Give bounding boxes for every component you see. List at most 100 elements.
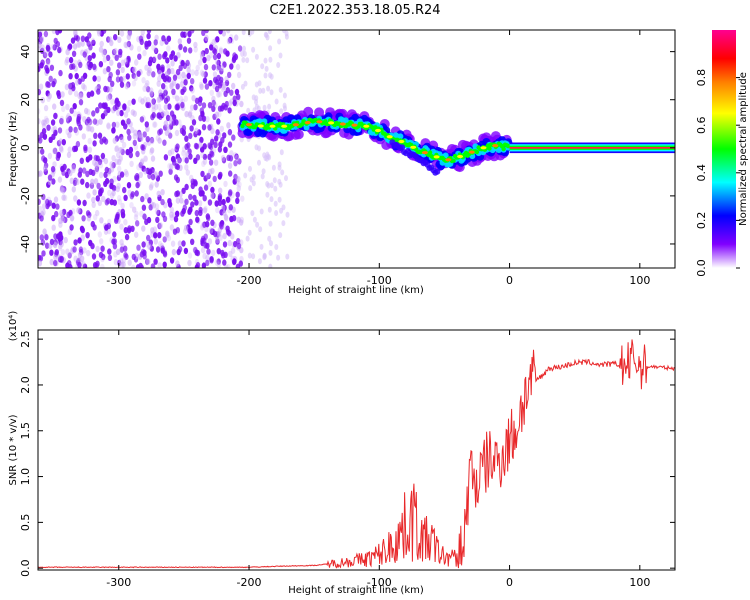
noise-point bbox=[71, 50, 77, 57]
noise-point bbox=[80, 35, 86, 42]
figure-title: C2E1.2022.353.18.05.R24 bbox=[269, 3, 440, 18]
noise-point bbox=[114, 97, 120, 104]
snr-series-line bbox=[38, 339, 675, 569]
noise-point bbox=[202, 252, 207, 260]
noise-point bbox=[139, 264, 144, 268]
noise-point bbox=[111, 127, 116, 134]
noise-point bbox=[140, 98, 145, 105]
noise-point bbox=[169, 224, 175, 231]
noise-point bbox=[48, 51, 53, 58]
noise-point bbox=[202, 143, 207, 150]
noise-point bbox=[113, 34, 118, 41]
noise-point bbox=[221, 30, 227, 37]
noise-point bbox=[263, 31, 268, 38]
noise-point bbox=[93, 178, 99, 185]
noise-point bbox=[234, 154, 240, 162]
noise-point bbox=[208, 51, 214, 59]
noise-point bbox=[262, 104, 267, 111]
noise-point bbox=[94, 161, 99, 169]
noise-point bbox=[87, 32, 92, 39]
noise-point bbox=[151, 106, 156, 114]
noise-point bbox=[169, 206, 174, 213]
noise-point bbox=[71, 186, 77, 193]
noise-point bbox=[204, 83, 210, 90]
noise-point bbox=[195, 216, 200, 223]
noise-point bbox=[164, 129, 170, 137]
noise-point bbox=[114, 145, 119, 153]
ridge-point bbox=[501, 146, 506, 152]
noise-point bbox=[95, 260, 100, 267]
noise-point bbox=[123, 227, 128, 234]
noise-point bbox=[211, 64, 216, 71]
noise-point bbox=[155, 135, 161, 142]
noise-point bbox=[266, 85, 271, 92]
noise-point bbox=[54, 249, 59, 256]
noise-point bbox=[283, 105, 287, 112]
noise-point bbox=[95, 245, 100, 253]
noise-point bbox=[100, 263, 105, 268]
noise-point bbox=[219, 65, 225, 72]
noise-point bbox=[79, 157, 85, 164]
noise-point bbox=[106, 94, 111, 101]
noise-point bbox=[55, 203, 60, 210]
noise-point bbox=[217, 111, 222, 118]
noise-point bbox=[179, 127, 185, 134]
noise-point bbox=[157, 70, 163, 77]
noise-point bbox=[149, 147, 155, 154]
noise-point bbox=[125, 73, 130, 80]
noise-point bbox=[41, 250, 46, 257]
noise-point bbox=[158, 222, 163, 229]
noise-point bbox=[236, 242, 242, 250]
noise-point bbox=[221, 157, 227, 164]
noise-point bbox=[123, 194, 128, 201]
noise-point bbox=[149, 136, 155, 144]
noise-point bbox=[149, 182, 154, 189]
noise-point bbox=[201, 115, 207, 122]
noise-point bbox=[92, 118, 98, 125]
noise-point bbox=[58, 238, 63, 246]
noise-point bbox=[41, 119, 46, 126]
noise-point bbox=[120, 212, 126, 219]
noise-point bbox=[137, 96, 143, 103]
noise-point bbox=[217, 91, 223, 98]
noise-point bbox=[175, 227, 180, 234]
noise-point bbox=[92, 189, 97, 196]
noise-point bbox=[151, 71, 156, 78]
noise-point bbox=[115, 248, 121, 256]
noise-point bbox=[124, 42, 130, 49]
noise-point bbox=[231, 82, 236, 90]
noise-point bbox=[184, 151, 190, 158]
noise-point bbox=[202, 207, 208, 214]
noise-point bbox=[257, 258, 262, 265]
ridge-hotspot bbox=[246, 123, 252, 127]
noise-point bbox=[91, 39, 96, 46]
noise-point bbox=[141, 225, 146, 232]
noise-point bbox=[127, 259, 132, 266]
noise-point bbox=[266, 153, 270, 160]
noise-point bbox=[267, 103, 272, 110]
noise-point bbox=[73, 90, 79, 97]
noise-point bbox=[169, 83, 174, 90]
noise-point bbox=[215, 59, 220, 66]
noise-point bbox=[169, 211, 174, 218]
noise-point bbox=[175, 210, 180, 217]
noise-point bbox=[185, 169, 190, 176]
noise-point bbox=[158, 89, 163, 96]
noise-point bbox=[136, 244, 141, 251]
noise-point bbox=[165, 57, 170, 64]
noise-point bbox=[162, 53, 167, 60]
noise-point bbox=[65, 114, 70, 122]
noise-point bbox=[156, 190, 161, 197]
noise-point bbox=[205, 116, 210, 123]
noise-point bbox=[112, 104, 118, 112]
noise-point bbox=[85, 125, 91, 132]
noise-point bbox=[60, 91, 65, 98]
noise-point bbox=[93, 132, 98, 139]
noise-point bbox=[144, 43, 149, 50]
noise-point bbox=[119, 133, 124, 141]
noise-point bbox=[215, 129, 220, 136]
noise-point bbox=[47, 152, 53, 160]
noise-point bbox=[157, 75, 162, 83]
noise-point bbox=[236, 71, 242, 79]
noise-point bbox=[189, 174, 194, 182]
